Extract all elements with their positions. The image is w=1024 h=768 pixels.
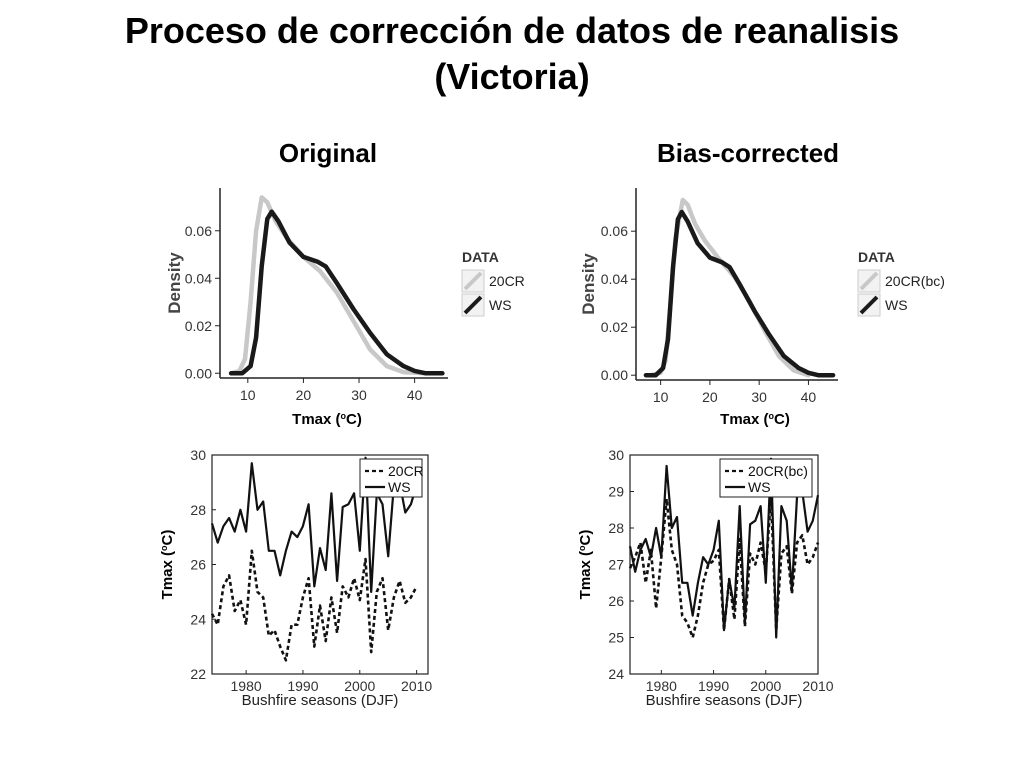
- legend-label-WS: WS: [388, 479, 411, 495]
- timeseries-line-20CR: [210, 549, 418, 662]
- legend-label-WS: WS: [885, 297, 908, 313]
- y-tick-label: 0.02: [601, 319, 628, 335]
- slide-title-line2: (Victoria): [434, 56, 590, 97]
- y-axis-label: Density: [579, 253, 598, 315]
- x-tick-label: 2000: [750, 678, 781, 694]
- x-tick-label: 1990: [698, 678, 729, 694]
- slide-title-line1: Proceso de corrección de datos de reanal…: [124, 10, 900, 51]
- x-axis-label: Tmax (oC): [292, 411, 362, 428]
- legend-label-20CR(bc): 20CR(bc): [748, 463, 808, 479]
- y-tick-label: 26: [190, 557, 206, 573]
- y-tick-label: 24: [190, 611, 206, 627]
- y-tick-label: 0.00: [601, 367, 628, 383]
- legend-title: DATA: [462, 249, 499, 265]
- y-tick-label: 0.02: [185, 318, 212, 334]
- legend-title: DATA: [858, 249, 895, 265]
- legend-box: [719, 458, 813, 498]
- x-tick-label: 2000: [344, 678, 375, 694]
- y-tick-label: 25: [608, 630, 624, 646]
- legend-key-line-WS: [463, 295, 483, 315]
- x-tick-label: 1980: [646, 678, 677, 694]
- x-tick-label: 40: [801, 389, 817, 405]
- legend-label-20CR(bc): 20CR(bc): [885, 273, 945, 289]
- x-tick-label: 40: [407, 387, 423, 403]
- x-tick-label: 20: [702, 389, 718, 405]
- y-tick-label: 28: [608, 520, 624, 536]
- x-axis-label: Tmax (oC): [720, 411, 790, 428]
- x-tick-label: 30: [351, 387, 367, 403]
- density-line-20CR(bc): [648, 197, 811, 378]
- x-tick-label: 2010: [401, 678, 432, 694]
- x-tick-label: 30: [751, 389, 767, 405]
- bias-corrected-heading: Bias-corrected: [656, 138, 840, 168]
- y-tick-label: 22: [190, 666, 206, 682]
- legend-label-WS: WS: [489, 297, 512, 313]
- legend-key-line-WS: [859, 295, 879, 315]
- legend-key-line-20CR(bc): [859, 271, 879, 291]
- y-tick-label: 0.04: [185, 270, 212, 286]
- x-axis-label: Bushfire seasons (DJF): [242, 692, 399, 709]
- x-tick-label: 1980: [231, 678, 262, 694]
- density-line-WS: [228, 209, 445, 376]
- y-tick-label: 27: [608, 557, 624, 573]
- legend-label-WS: WS: [748, 479, 771, 495]
- slide-title: Proceso de corrección de datos de reanal…: [0, 8, 1024, 100]
- y-axis-label: Density: [165, 252, 184, 314]
- x-tick-label: 10: [653, 389, 669, 405]
- y-tick-label: 26: [608, 593, 624, 609]
- legend-label-20CR: 20CR: [388, 463, 424, 479]
- x-tick-label: 2010: [802, 678, 833, 694]
- x-tick-label: 1990: [287, 678, 318, 694]
- y-tick-label: 0.06: [185, 223, 212, 239]
- y-tick-label: 29: [608, 484, 624, 500]
- y-tick-label: 30: [608, 447, 624, 463]
- y-tick-label: 0.06: [601, 223, 628, 239]
- y-tick-label: 28: [190, 502, 206, 518]
- timeseries-line-WS: [628, 457, 820, 639]
- x-tick-label: 20: [296, 387, 312, 403]
- density-line-WS: [643, 209, 836, 378]
- y-tick-label: 30: [190, 447, 206, 463]
- timeseries-line-WS: [210, 456, 418, 593]
- y-axis-label: Tmax (oC): [577, 530, 594, 600]
- legend-label-20CR: 20CR: [489, 273, 525, 289]
- y-tick-label: 0.00: [185, 365, 212, 381]
- y-tick-label: 0.04: [601, 271, 628, 287]
- x-tick-label: 10: [240, 387, 256, 403]
- x-axis-label: Bushfire seasons (DJF): [646, 692, 803, 709]
- legend-key-line-20CR: [463, 271, 483, 291]
- original-heading: Original: [278, 138, 378, 168]
- legend-box: [359, 458, 423, 498]
- y-axis-label: Tmax (oC): [159, 530, 176, 600]
- y-tick-label: 24: [608, 666, 624, 682]
